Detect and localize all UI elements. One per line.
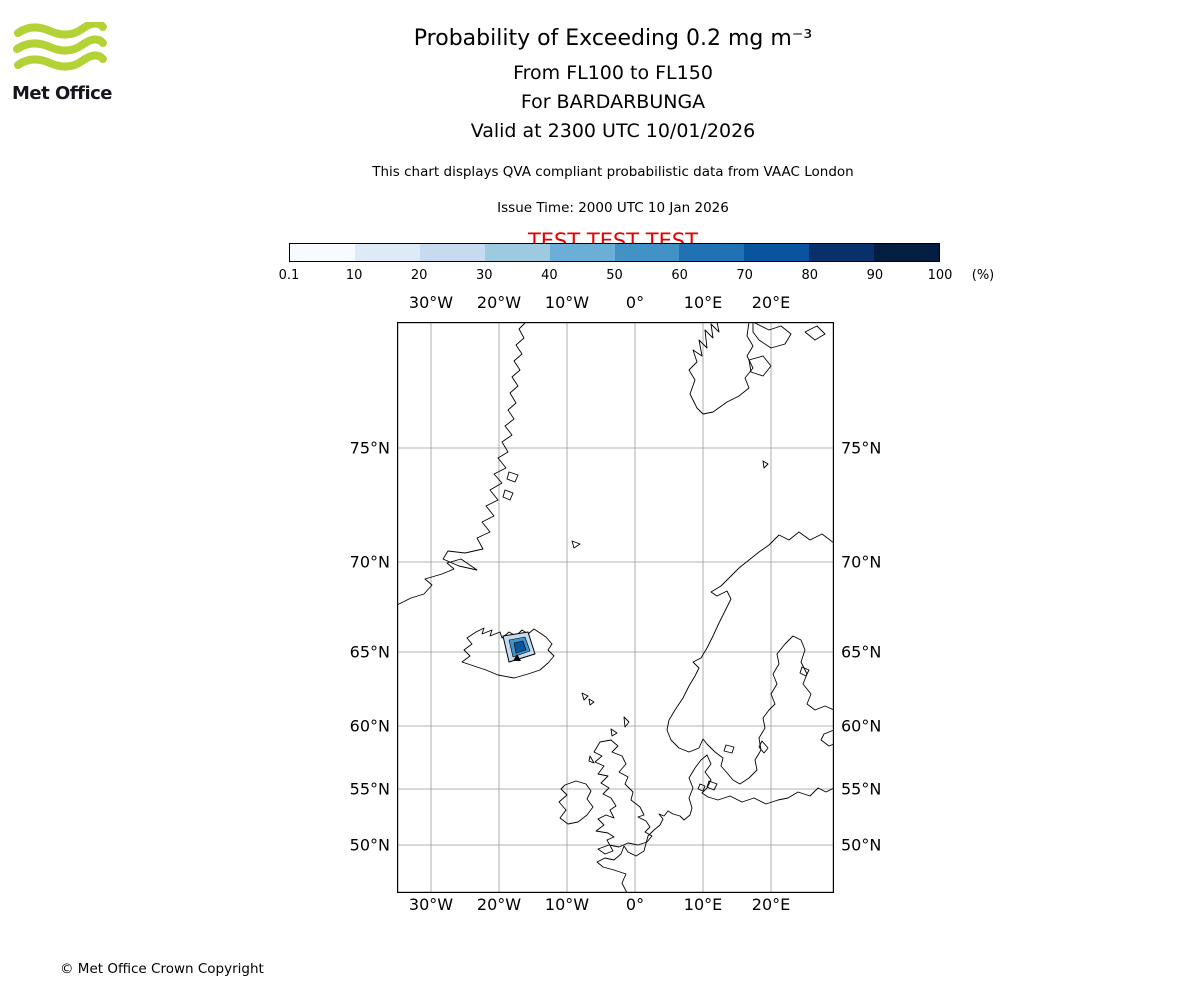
lat-label-right: 65°N [841,642,882,662]
colorbar-tick-label: 20 [410,268,428,283]
coast-kvitoya [804,325,826,341]
colorbar-segment [484,244,550,261]
coast-greenland [396,321,527,606]
lat-label-right: 55°N [841,779,882,799]
coast-orkney [610,728,618,737]
colorbar-segment [679,244,745,261]
met-office-logo: Met Office [12,19,122,104]
lon-label-bottom: 30°W [408,895,454,914]
colorbar-tick-label: 60 [671,268,688,283]
lon-label-bottom: 10°E [683,895,723,914]
coast-faroes [581,692,595,706]
coast-jan-mayen [571,540,581,549]
coast-shetland [623,716,630,728]
coast-svalbard [688,321,754,415]
colorbar-ticks: 0.1 10 20 30 40 50 60 70 80 90 100 [279,268,953,284]
chart-description: This chart displays QVA compliant probab… [372,164,854,180]
lon-label-top: 0° [625,293,645,312]
colorbar-segment [419,244,485,261]
probability-contour-core [513,640,527,654]
coast-iceland [461,627,555,679]
colorbar-tick-label: 100 [927,268,953,283]
coast-britain [593,739,653,855]
coast-estonia [820,729,835,747]
coast-continent [596,754,835,894]
map-gridlines [397,322,834,893]
colorbar-segment [290,244,355,261]
lat-label-left: 75°N [349,438,390,458]
chart-title: Probability of Exceeding 0.2 mg m⁻³ [413,26,813,51]
lat-label-left: 65°N [349,642,390,662]
coast-ireland [558,780,594,825]
map-svg [396,321,835,894]
lon-label-bottom: 0° [625,895,645,914]
coast-hebrides [588,755,595,764]
coast-danish-islands [697,780,718,792]
colorbar-tick-label: 70 [736,268,753,283]
colorbar-segment [549,244,615,261]
lon-label-bottom: 20°W [476,895,522,914]
colorbar-segment [744,244,810,261]
lon-label-top: 20°E [751,293,791,312]
lat-label-right: 60°N [841,716,882,736]
lon-label-bottom: 10°W [544,895,590,914]
colorbar-tick-label: 90 [866,268,884,283]
met-office-waves-icon [13,19,107,71]
issue-time: Issue Time: 2000 UTC 10 Jan 2026 [497,200,729,216]
colorbar-tick-label: 0.1 [278,268,300,283]
coast-bear-island [762,460,769,469]
lake-vanern [723,744,735,754]
lat-label-right: 75°N [841,438,882,458]
lon-label-top: 20°W [476,293,522,312]
volcano-marker-icon [513,654,521,661]
colorbar-segment [874,244,940,261]
coast-greenland-islands [502,471,519,501]
colorbar-tick-label: 30 [476,268,493,283]
coast-scandinavia [666,531,835,785]
colorbar-tick-label: 10 [345,268,363,283]
colorbar-unit-label: (%) [971,268,995,283]
lat-label-left: 55°N [349,779,390,799]
lon-label-top: 10°E [683,293,723,312]
colorbar-segment [809,244,875,261]
colorbar-tick-label: 50 [606,268,623,283]
lake-finland [799,666,810,677]
coast-edgeoya [748,355,772,377]
coast-nordaustlandet [752,321,792,349]
map-border [397,322,834,893]
header: Probability of Exceeding 0.2 mg m⁻³ From… [313,26,913,253]
colorbar-tick-label: 40 [541,268,558,283]
chart-subtitle-flightlevels: From FL100 to FL150 [513,62,713,84]
coastlines [396,321,835,894]
chart-subtitle-validtime: Valid at 2300 UTC 10/01/2026 [470,120,756,142]
met-office-wordmark: Met Office [12,83,113,104]
map-panel [396,321,835,894]
lon-label-top: 10°W [544,293,590,312]
lat-label-left: 50°N [349,835,390,855]
colorbar [289,243,940,262]
coast-gotland [758,740,769,754]
lat-label-left: 70°N [349,552,390,572]
copyright-text: © Met Office Crown Copyright [60,961,264,977]
lat-label-right: 70°N [841,552,882,572]
lat-label-right: 50°N [841,835,882,855]
lat-label-left: 60°N [349,716,390,736]
colorbar-segment [614,244,680,261]
colorbar-segment [354,244,420,261]
chart-subtitle-volcano: For BARDARBUNGA [520,91,706,113]
lon-label-top: 30°W [408,293,454,312]
colorbar-tick-label: 80 [801,268,819,283]
lon-label-bottom: 20°E [751,895,791,914]
probability-contours [502,631,536,663]
